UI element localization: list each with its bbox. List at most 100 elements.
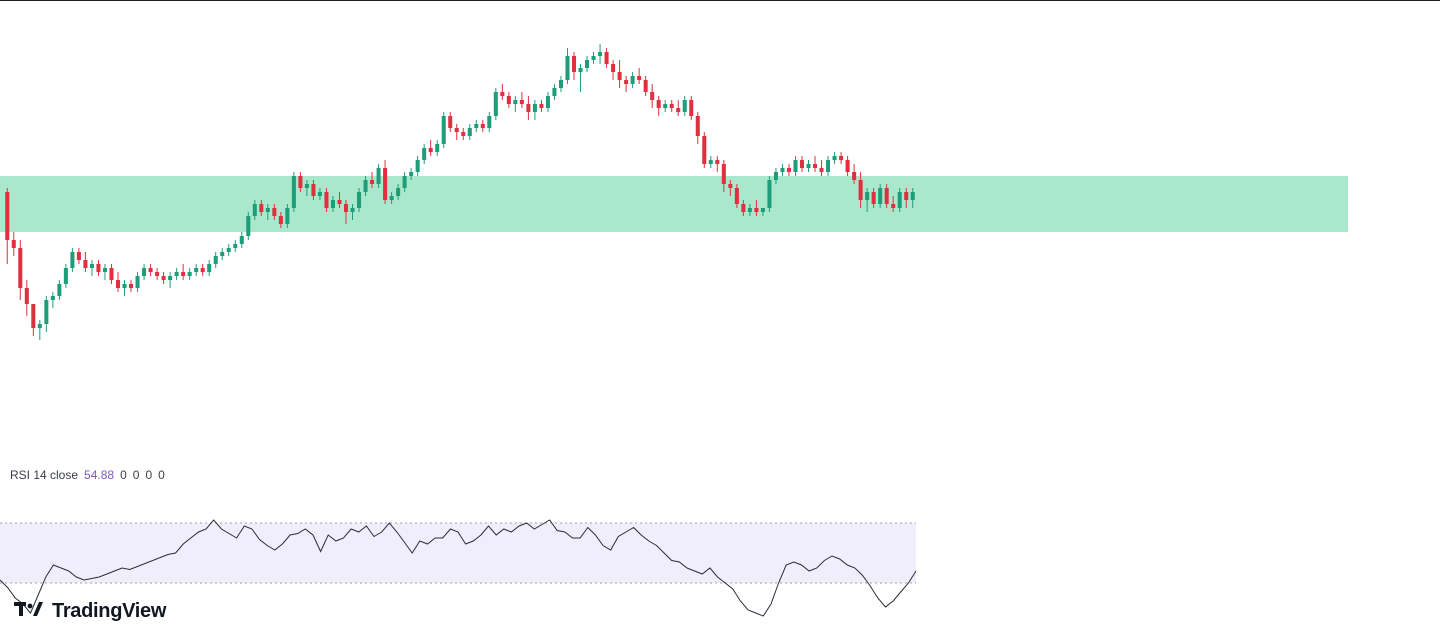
candle xyxy=(663,100,668,112)
candle xyxy=(734,184,739,208)
candle xyxy=(37,320,42,340)
candle xyxy=(493,88,498,120)
candle-body xyxy=(532,104,537,112)
candle-body xyxy=(89,264,94,268)
candle xyxy=(826,156,831,176)
candle xyxy=(611,60,616,80)
candle xyxy=(330,196,335,212)
candle xyxy=(63,264,68,288)
candle-body xyxy=(598,52,603,56)
candle-body xyxy=(63,268,68,284)
candle xyxy=(155,268,160,280)
candle xyxy=(396,184,401,200)
candle xyxy=(598,44,603,64)
candle-body xyxy=(278,216,283,224)
candle xyxy=(715,156,720,172)
candle-body xyxy=(799,160,805,168)
candle xyxy=(200,264,205,276)
candle xyxy=(682,96,687,116)
candle-body xyxy=(643,80,648,92)
tradingview-brand[interactable]: TradingView xyxy=(14,598,166,624)
candle xyxy=(324,188,329,212)
rsi-extra-value: 0 xyxy=(145,468,153,482)
candle-body xyxy=(826,160,831,172)
candle-body xyxy=(24,288,29,304)
candle xyxy=(233,240,238,252)
candle xyxy=(239,232,244,248)
rsi-extra-value: 0 xyxy=(132,468,140,482)
rsi-band xyxy=(0,523,916,583)
candle-body xyxy=(317,192,322,196)
candle xyxy=(643,76,648,96)
candle-body xyxy=(585,60,590,68)
candle-body xyxy=(656,100,661,108)
candle xyxy=(585,56,590,72)
candle-body xyxy=(558,80,563,88)
candle-body xyxy=(624,80,629,84)
candle xyxy=(187,268,192,280)
candle-body xyxy=(663,104,668,108)
candle xyxy=(702,132,707,168)
candle xyxy=(5,188,10,264)
top-border xyxy=(0,0,1440,1)
candle-body xyxy=(884,188,889,204)
candle xyxy=(891,196,896,212)
candle-body xyxy=(754,208,759,212)
candle-body xyxy=(780,168,785,172)
candle-body xyxy=(194,268,199,272)
candle xyxy=(591,52,596,64)
candle-body xyxy=(396,188,401,196)
candle-body xyxy=(233,244,238,248)
candle-body xyxy=(865,192,870,200)
support-zone-layer xyxy=(0,176,1348,232)
candle xyxy=(793,156,798,176)
candle-body xyxy=(813,164,818,168)
candle-body xyxy=(454,128,459,132)
candle-body xyxy=(741,204,746,212)
candle-body xyxy=(376,168,381,184)
candle xyxy=(376,164,381,188)
candle xyxy=(161,272,166,284)
candle xyxy=(897,188,902,212)
candle xyxy=(669,100,674,112)
candle-body xyxy=(383,168,388,200)
candle xyxy=(754,200,759,216)
candle xyxy=(813,156,818,172)
candle xyxy=(487,112,492,132)
candle-body xyxy=(102,268,107,272)
candle xyxy=(220,248,225,260)
candle xyxy=(865,188,870,212)
candle xyxy=(115,272,121,292)
candle xyxy=(728,180,733,196)
candle-body xyxy=(357,192,362,208)
candle-body xyxy=(37,324,42,328)
rsi-extra-value: 0 xyxy=(120,468,127,482)
candle-body xyxy=(422,148,427,160)
candle-body xyxy=(760,208,765,212)
candle xyxy=(845,156,850,176)
candle-body xyxy=(135,276,140,288)
candle xyxy=(285,204,290,228)
candle xyxy=(441,112,446,148)
candle-body xyxy=(252,204,257,216)
candle-body xyxy=(435,144,440,152)
candle-body xyxy=(311,184,316,196)
candle-body xyxy=(168,276,173,280)
candle xyxy=(878,184,883,208)
support-zone xyxy=(0,176,1348,232)
candle xyxy=(676,100,681,116)
candle-body xyxy=(852,172,857,180)
candle xyxy=(760,208,765,216)
candle xyxy=(415,156,420,176)
candle xyxy=(454,124,459,140)
candle xyxy=(448,112,453,132)
candle xyxy=(721,160,726,192)
candle-body xyxy=(819,168,824,172)
candle xyxy=(571,52,577,80)
candle-body xyxy=(220,252,225,256)
candle-body xyxy=(448,116,453,128)
candle xyxy=(545,92,550,112)
candle-body xyxy=(474,124,479,128)
candle xyxy=(122,280,127,296)
